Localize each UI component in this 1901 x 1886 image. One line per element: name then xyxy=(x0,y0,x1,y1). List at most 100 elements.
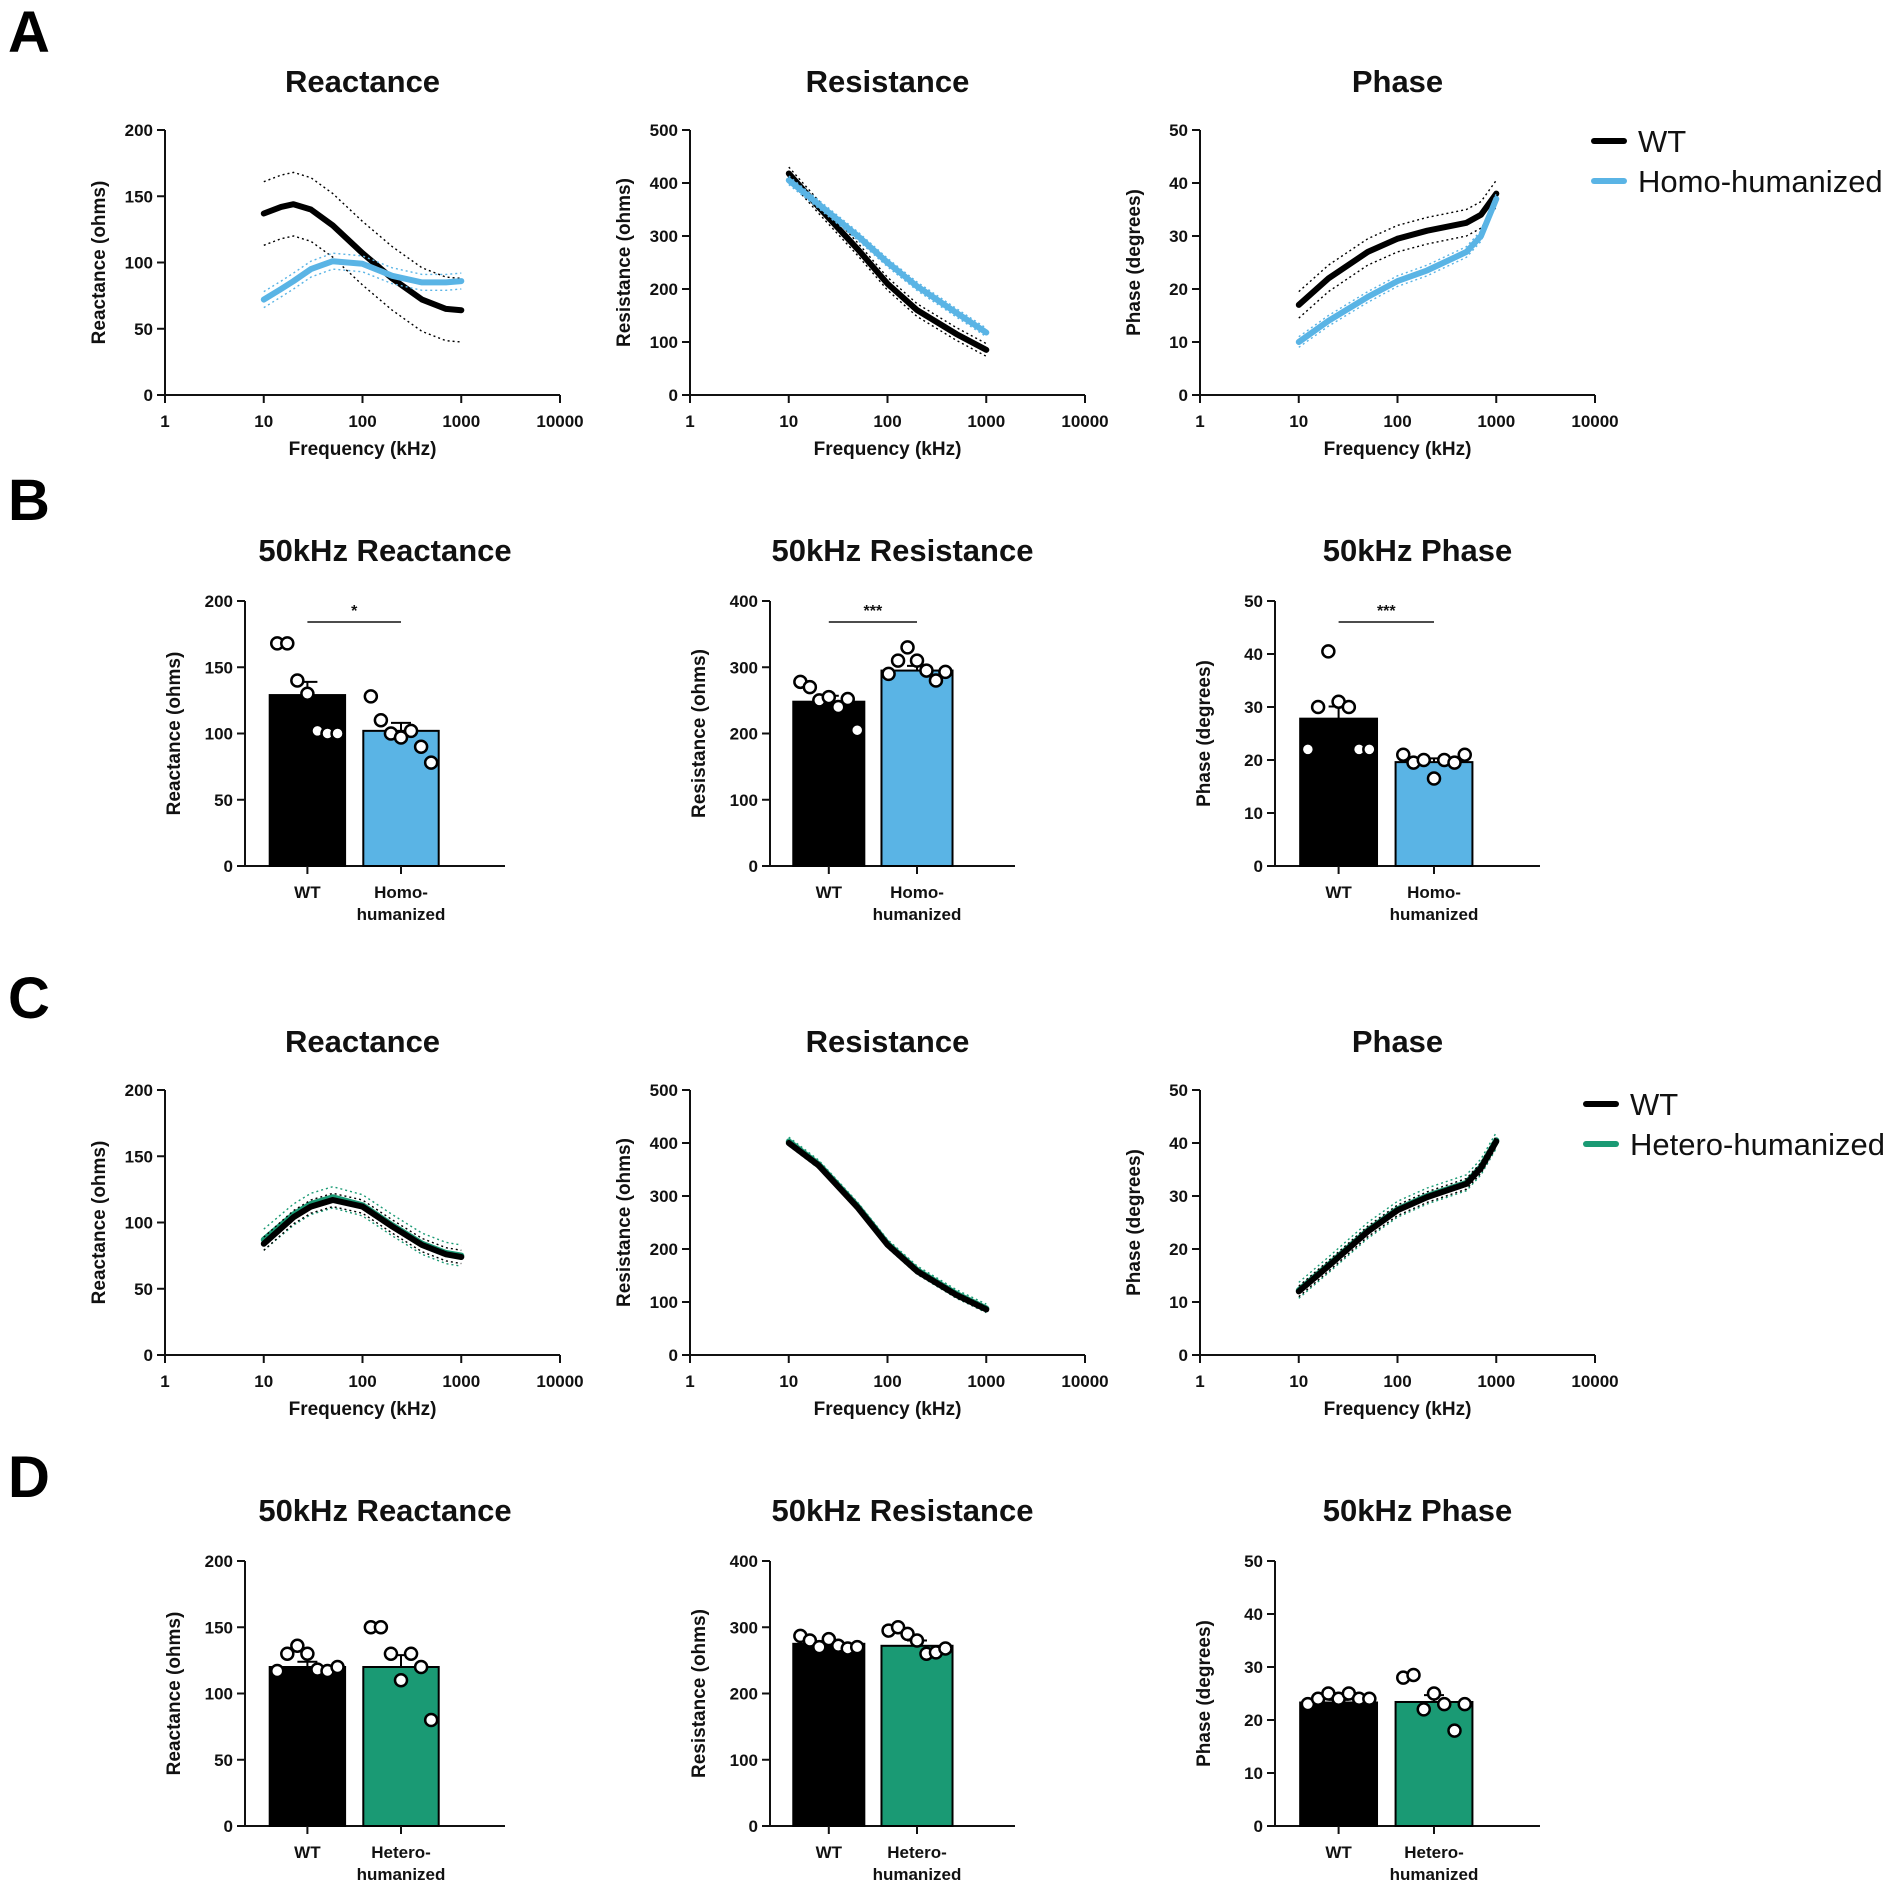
bar xyxy=(1299,717,1379,867)
bar xyxy=(880,669,954,867)
series-line-wt xyxy=(1295,1138,1500,1295)
y-tick-label: 100 xyxy=(650,333,678,352)
data-point xyxy=(802,1633,818,1648)
ci-lower-hetero-humanized xyxy=(263,1207,462,1267)
y-tick-label: 300 xyxy=(650,1187,678,1206)
y-tick-label: 50 xyxy=(134,1280,153,1299)
ci-upper-homo-humanized xyxy=(1298,193,1497,338)
y-tick-label: 0 xyxy=(749,1817,758,1836)
x-axis-label: Frequency (kHz) xyxy=(289,439,437,460)
data-point xyxy=(330,1659,345,1675)
data-point xyxy=(938,1641,953,1656)
x-tick-label: Homo- xyxy=(890,883,944,902)
x-tick-label: 100 xyxy=(873,1372,901,1391)
data-point xyxy=(269,1663,285,1679)
x-tick-label: humanized xyxy=(1390,905,1479,924)
chart-title: Reactance xyxy=(285,1024,440,1059)
series-line-wt xyxy=(260,1197,465,1260)
x-tick-label: Homo- xyxy=(1407,883,1461,902)
y-tick-label: 50 xyxy=(134,320,153,339)
y-axis-label: Resistance (ohms) xyxy=(614,1138,635,1307)
x-tick-label: 10 xyxy=(1289,1372,1308,1391)
data-point xyxy=(403,723,419,739)
data-point xyxy=(1447,1723,1462,1738)
x-tick-label: 1000 xyxy=(1477,412,1515,431)
x-tick-label: 10 xyxy=(254,1372,273,1391)
chart-title: Phase xyxy=(1352,64,1443,99)
y-tick-label: 200 xyxy=(205,1552,233,1571)
significance-label: * xyxy=(351,603,358,620)
legend-label: Homo-humanized xyxy=(1638,164,1883,199)
data-point xyxy=(1310,699,1326,715)
x-axis-label: Frequency (kHz) xyxy=(814,1399,962,1420)
y-tick-label: 10 xyxy=(1244,804,1263,823)
data-point xyxy=(881,666,896,682)
x-tick-label: 10 xyxy=(779,1372,798,1391)
y-tick-label: 0 xyxy=(669,386,678,405)
x-axis-label: Frequency (kHz) xyxy=(289,1399,437,1420)
bar xyxy=(880,1644,954,1828)
chart-A3: Phase 0 10 20 30 40 50 Phase (degrees) 1 10 100 100… xyxy=(1124,64,1619,460)
data-point xyxy=(1362,742,1377,757)
x-tick-label: WT xyxy=(1325,1843,1352,1862)
chart-title: Phase xyxy=(1352,1024,1443,1059)
x-tick-label: Hetero- xyxy=(371,1843,431,1862)
series-line-homo-humanized xyxy=(1295,195,1500,345)
data-point xyxy=(1300,742,1316,757)
data-point xyxy=(393,1673,409,1688)
ci-upper-wt xyxy=(1298,179,1497,293)
legend-label: WT xyxy=(1638,124,1686,159)
y-tick-label: 40 xyxy=(1169,1134,1188,1153)
y-tick-label: 0 xyxy=(1179,1346,1188,1365)
y-tick-label: 40 xyxy=(1244,645,1263,664)
ci-lower-hetero-humanized xyxy=(1298,1147,1497,1299)
ci-lower-wt xyxy=(263,1205,462,1265)
x-tick-label: 100 xyxy=(1383,412,1411,431)
y-axis-label: Phase (degrees) xyxy=(1194,660,1215,807)
data-point xyxy=(280,636,295,651)
y-axis-label: Resistance (ohms) xyxy=(689,649,710,818)
data-point xyxy=(831,699,846,715)
y-tick-label: 100 xyxy=(205,725,233,744)
y-tick-label: 30 xyxy=(1169,1187,1188,1206)
x-tick-label: 100 xyxy=(348,1372,376,1391)
x-tick-label: WT xyxy=(294,883,321,902)
y-tick-label: 400 xyxy=(650,174,678,193)
y-tick-label: 50 xyxy=(1169,1081,1188,1100)
ci-lower-wt xyxy=(788,1145,987,1313)
legend-label: Hetero-humanized xyxy=(1630,1127,1885,1162)
data-point xyxy=(423,755,439,770)
y-tick-label: 500 xyxy=(650,1081,678,1100)
y-axis-label: Reactance (ohms) xyxy=(89,181,110,345)
data-point xyxy=(849,722,865,738)
chart-D2: 50kHz Resistance 0 100 200 300 400 Resistance … xyxy=(689,1493,1033,1884)
chart-title: 50kHz Phase xyxy=(1323,1493,1513,1528)
significance-label: *** xyxy=(864,603,883,620)
y-tick-label: 10 xyxy=(1169,1293,1188,1312)
data-point xyxy=(373,1620,389,1635)
y-tick-label: 50 xyxy=(214,1751,233,1770)
x-tick-label: Hetero- xyxy=(1404,1843,1464,1862)
y-tick-label: 30 xyxy=(1244,1658,1263,1677)
ci-upper-wt xyxy=(788,166,987,345)
data-point xyxy=(900,1626,915,1642)
y-tick-label: 400 xyxy=(730,592,758,611)
y-tick-label: 200 xyxy=(730,725,758,744)
x-tick-label: WT xyxy=(816,1843,843,1862)
y-tick-label: 200 xyxy=(730,1685,758,1704)
chart-title: 50kHz Reactance xyxy=(258,1493,511,1528)
x-axis-label: Frequency (kHz) xyxy=(1324,1399,1472,1420)
x-tick-label: 1000 xyxy=(967,1372,1005,1391)
y-tick-label: 300 xyxy=(730,658,758,677)
ci-upper-hetero-humanized xyxy=(263,1185,462,1246)
x-tick-label: 10000 xyxy=(536,412,583,431)
y-tick-label: 20 xyxy=(1244,751,1263,770)
x-tick-label: humanized xyxy=(873,905,962,924)
y-tick-label: 300 xyxy=(730,1618,758,1637)
ci-upper-wt xyxy=(263,1192,462,1251)
data-point xyxy=(330,726,345,741)
data-point xyxy=(909,1633,925,1648)
chart-title: 50kHz Resistance xyxy=(772,533,1034,568)
y-tick-label: 0 xyxy=(224,1817,233,1836)
x-tick-label: 1 xyxy=(1195,412,1204,431)
